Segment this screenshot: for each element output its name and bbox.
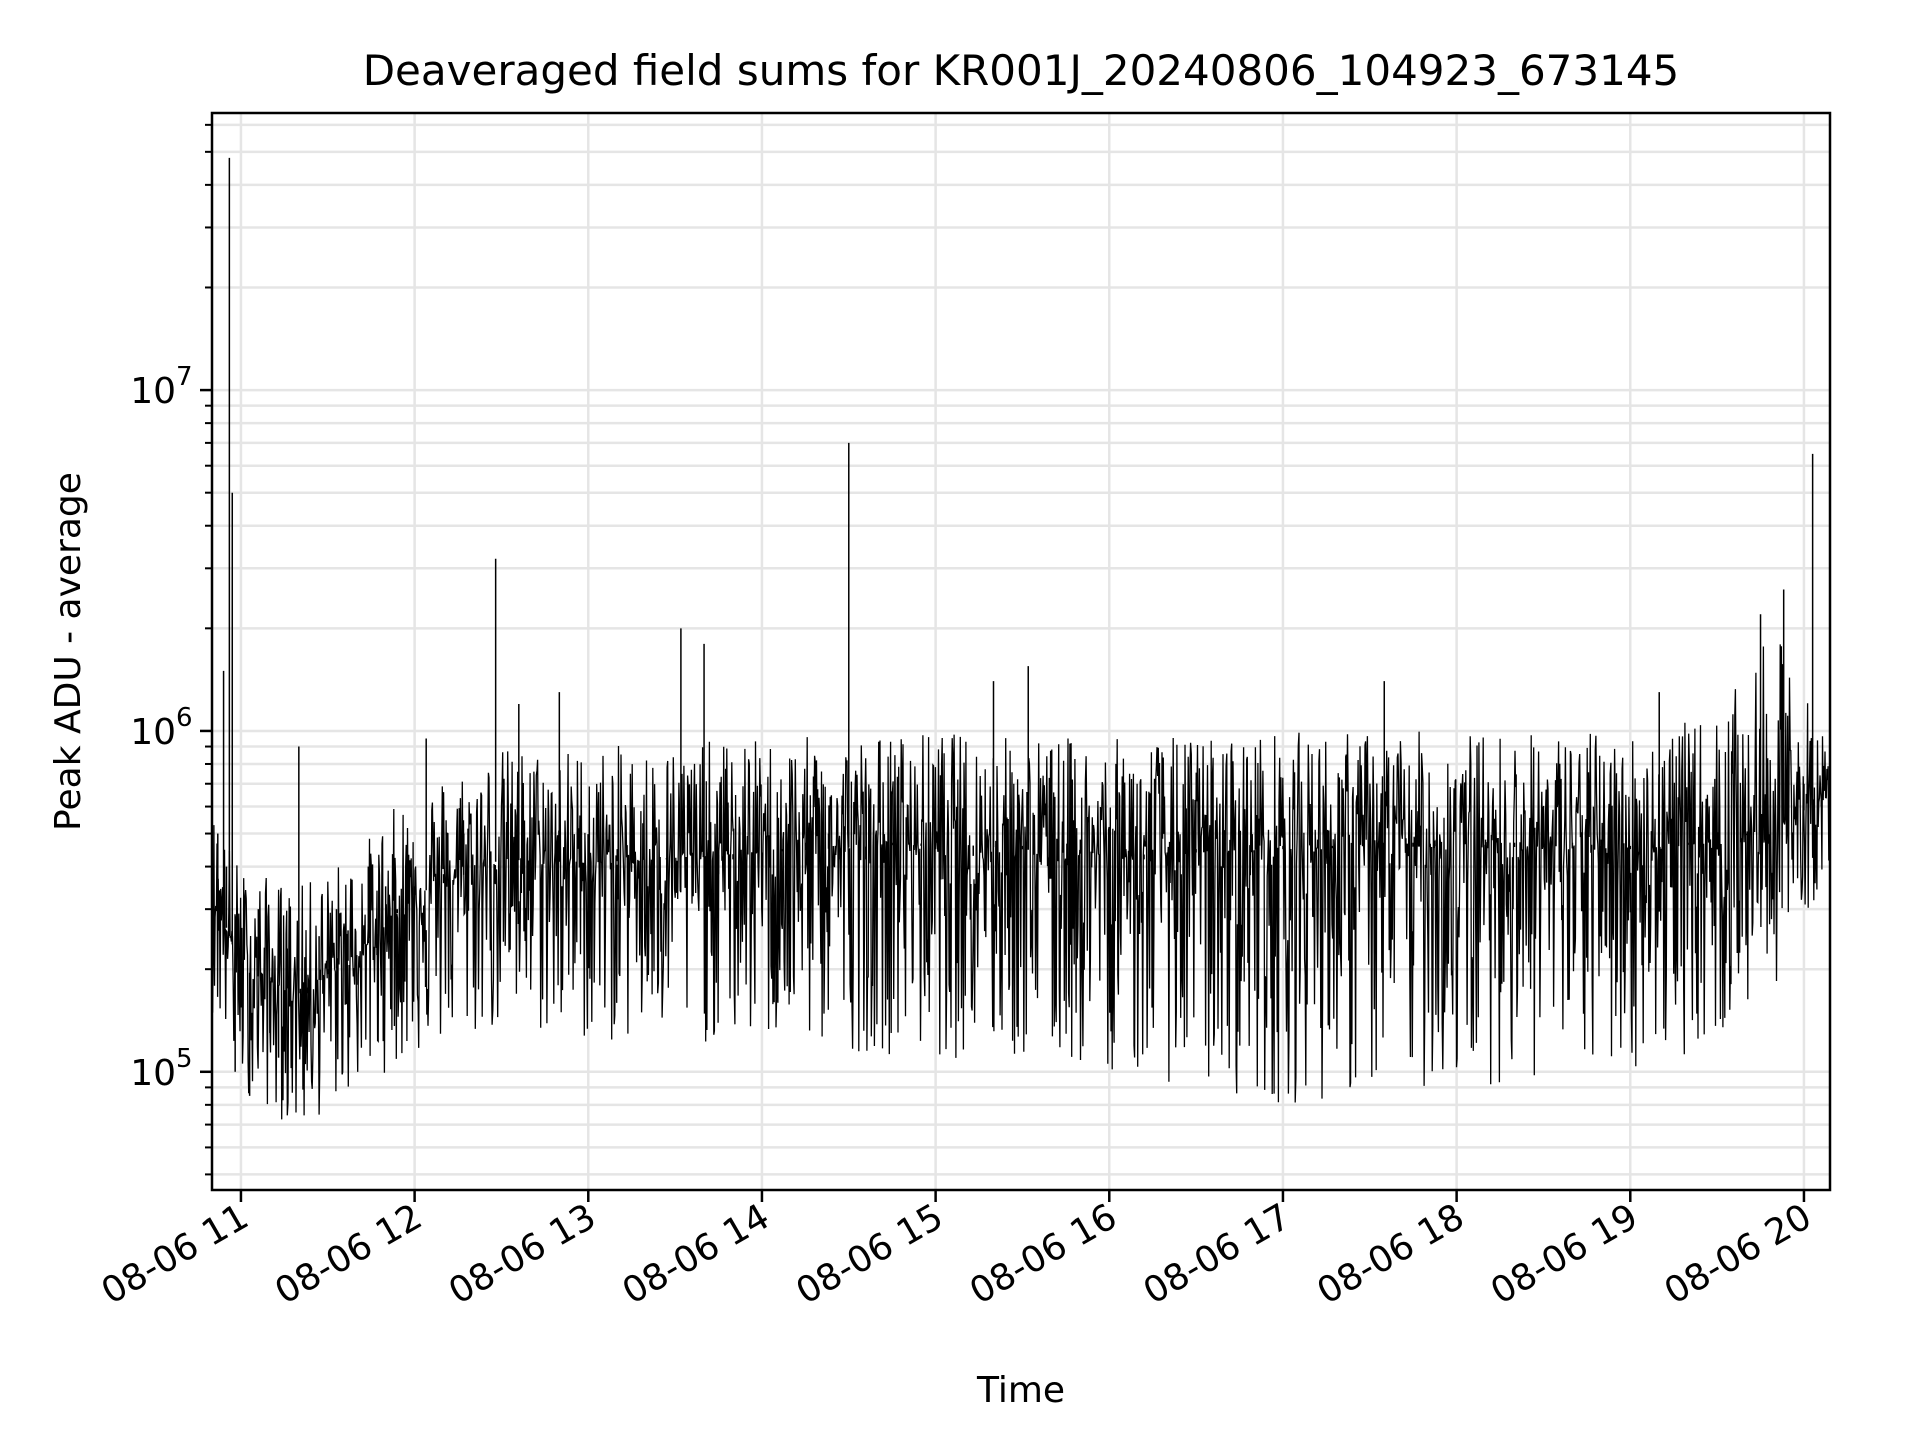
chart-title: Deaveraged field sums for KR001J_2024080… xyxy=(363,46,1680,95)
x-axis-label: Time xyxy=(976,1370,1065,1411)
y-tick-label: 10 xyxy=(130,712,176,753)
series-noise-trace xyxy=(211,644,1831,1120)
y-axis-label: Peak ADU - average xyxy=(48,472,89,831)
y-tick-exponent: 5 xyxy=(176,1044,193,1074)
plot-area xyxy=(211,157,1831,1120)
axes-frame xyxy=(210,111,1832,1192)
y-tick-label: 10 xyxy=(130,1053,176,1094)
y-tick-exponent: 7 xyxy=(176,362,193,392)
y-tick-exponent: 6 xyxy=(176,703,193,733)
y-tick-label: 10 xyxy=(130,371,176,412)
